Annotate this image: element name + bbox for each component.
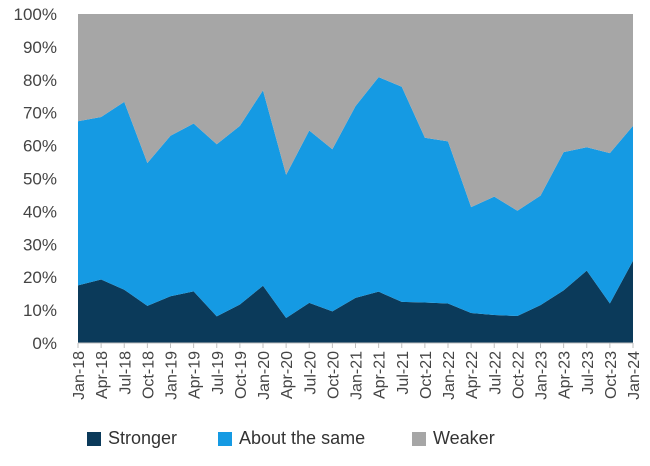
area-stronger [78,260,633,343]
x-tick-label: Jan-23 [534,351,551,400]
y-tick-label: 10% [23,301,57,320]
y-tick-label: 80% [23,71,57,90]
legend-item-weaker: Weaker [412,428,495,449]
y-tick-label: 40% [23,202,57,221]
legend-item-about-the-same: About the same [218,428,365,449]
y-tick-label: 100% [14,5,57,24]
x-tick-label: Jan-24 [626,351,643,400]
y-tick-label: 20% [23,268,57,287]
x-tick-label: Oct-19 [233,351,250,399]
legend-label-weaker: Weaker [433,428,495,448]
legend: Stronger About the same Weaker [0,428,650,458]
x-tick-label: Apr-22 [464,351,481,399]
x-tick-label: Oct-18 [140,351,157,399]
x-tick-label: Jan-19 [164,351,181,400]
legend-swatch-weaker [412,431,426,446]
x-tick-label: Oct-21 [418,351,435,399]
x-tick-label: Jan-18 [71,351,88,400]
x-tick-label: Jul-19 [210,351,227,395]
stacked-area-chart: 0% 10% 20% 30% 40% 50% 60% 70% 80% 90% 100% Jan-18 A… [14,5,643,400]
x-tick-label: Jul-22 [487,351,504,395]
y-tick-label: 30% [23,235,57,254]
x-tick-label: Apr-21 [372,351,389,399]
x-tick-label: Jul-20 [302,351,319,395]
legend-label-about-the-same: About the same [239,428,366,448]
x-tick-label: Oct-23 [603,351,620,399]
x-tick-label: Jul-21 [395,351,412,395]
x-tick-label: Jan-21 [349,351,366,400]
area-weaker [78,14,633,211]
legend-item-stronger: Stronger [87,428,177,449]
area-about-the-same [78,77,633,318]
x-tick-label: Apr-18 [94,351,111,399]
y-tick-label: 60% [23,137,57,156]
x-tick-label: Oct-22 [510,351,527,399]
x-tick-label: Jan-20 [256,351,273,400]
x-tick-label: Oct-20 [325,351,342,399]
y-tick-label: 70% [23,104,57,123]
legend-swatch-about-the-same [218,431,232,446]
x-tick-label: Apr-23 [557,351,574,399]
legend-swatch-stronger [87,431,101,446]
y-tick-label: 0% [32,334,57,353]
x-tick-label: Jul-18 [117,351,134,395]
x-tick-label: Apr-19 [187,351,204,399]
x-tick-label: Jan-22 [441,351,458,400]
y-tick-label: 90% [23,38,57,57]
y-tick-label: 50% [23,170,57,189]
x-tick-label: Apr-20 [279,351,296,399]
x-tick-label: Jul-23 [580,351,597,395]
legend-label-stronger: Stronger [108,428,178,448]
